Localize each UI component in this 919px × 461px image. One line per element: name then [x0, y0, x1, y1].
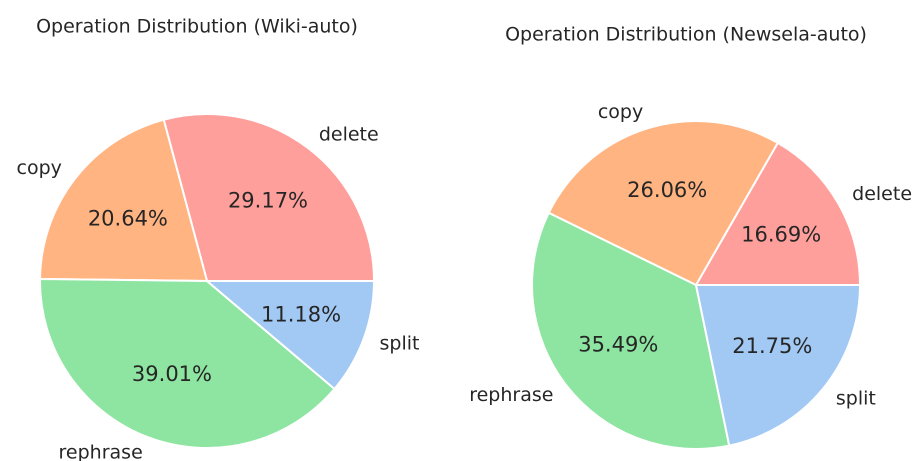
slice-percent: 29.17%	[228, 188, 308, 212]
chart-title: Operation Distribution (Newsela-auto)	[505, 24, 867, 46]
slice-percent: 39.01%	[132, 362, 212, 386]
slice-percent: 35.49%	[578, 332, 658, 356]
pie-slice	[162, 113, 376, 282]
pie-slice	[38, 118, 209, 283]
slice-percent: 26.06%	[627, 178, 707, 202]
slice-label: split	[836, 387, 876, 409]
slice-label: split	[379, 333, 419, 355]
pie-slice	[39, 277, 336, 449]
pie-slice	[694, 141, 862, 286]
slice-label: delete	[319, 124, 379, 146]
slice-label: copy	[598, 101, 643, 123]
pie-slice	[547, 120, 780, 287]
slice-percent: 11.18%	[261, 302, 341, 326]
slice-label: rephrase	[469, 384, 553, 406]
slice-label: rephrase	[59, 442, 143, 461]
slice-label: copy	[17, 157, 62, 179]
slice-percent: 16.69%	[741, 223, 821, 247]
pie-slice	[531, 211, 731, 450]
chart-title: Operation Distribution (Wiki-auto)	[36, 16, 358, 38]
slice-percent: 21.75%	[732, 334, 812, 358]
pie-slice	[204, 280, 376, 391]
slice-label: delete	[852, 183, 912, 205]
slice-percent: 20.64%	[88, 207, 168, 231]
pie-slice	[694, 284, 862, 447]
